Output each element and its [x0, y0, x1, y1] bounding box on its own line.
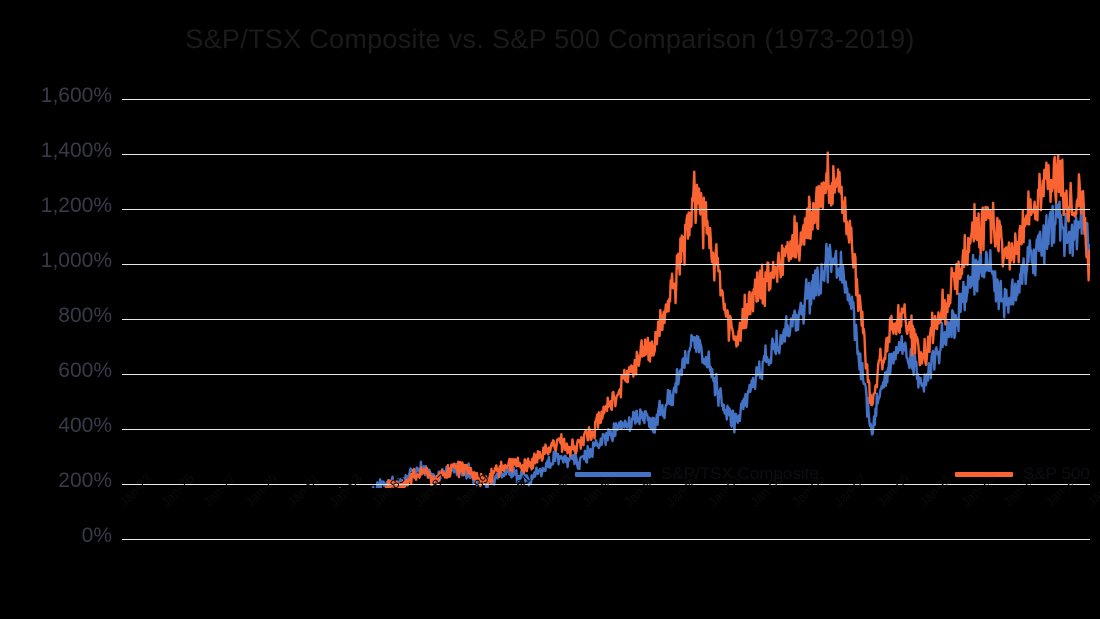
y-axis-tick-label: 400% — [58, 414, 112, 437]
chart-title: S&P/TSX Composite vs. S&P 500 Comparison… — [185, 24, 915, 54]
y-axis-tick-label: 600% — [58, 359, 112, 382]
y-axis-tick-label: 1,200% — [40, 194, 112, 217]
series-lines — [338, 151, 1090, 488]
series-line — [338, 200, 1090, 488]
y-axis-tick-label: 1,400% — [40, 139, 112, 162]
plot-area — [122, 99, 1090, 540]
y-axis-tick-label: 200% — [58, 469, 112, 492]
gridline — [122, 154, 1090, 155]
y-axis-tick-label: 1,600% — [40, 84, 112, 107]
legend-item[interactable]: S&P/TSX Composite — [575, 462, 819, 486]
gridline — [122, 209, 1090, 210]
gridline — [122, 374, 1090, 375]
series-line — [384, 151, 1090, 488]
gridline — [122, 484, 1090, 485]
gridline — [122, 99, 1090, 100]
legend-item[interactable]: S&P 500 — [955, 462, 1090, 486]
legend-color-swatch — [575, 471, 651, 477]
legend-color-swatch — [955, 471, 1013, 477]
legend-label: S&P 500 — [1023, 464, 1090, 483]
y-axis-tick-label: 1,000% — [40, 249, 112, 272]
chart-legend: S&P/TSX Composite S&P 500 — [575, 462, 1090, 486]
gridline — [122, 429, 1090, 430]
y-axis-tick-label: 800% — [58, 304, 112, 327]
gridline — [122, 319, 1090, 320]
gridline — [122, 264, 1090, 265]
legend-label: S&P/TSX Composite — [661, 464, 819, 483]
gridline — [122, 539, 1090, 540]
y-axis-tick-label: 0% — [81, 524, 112, 547]
